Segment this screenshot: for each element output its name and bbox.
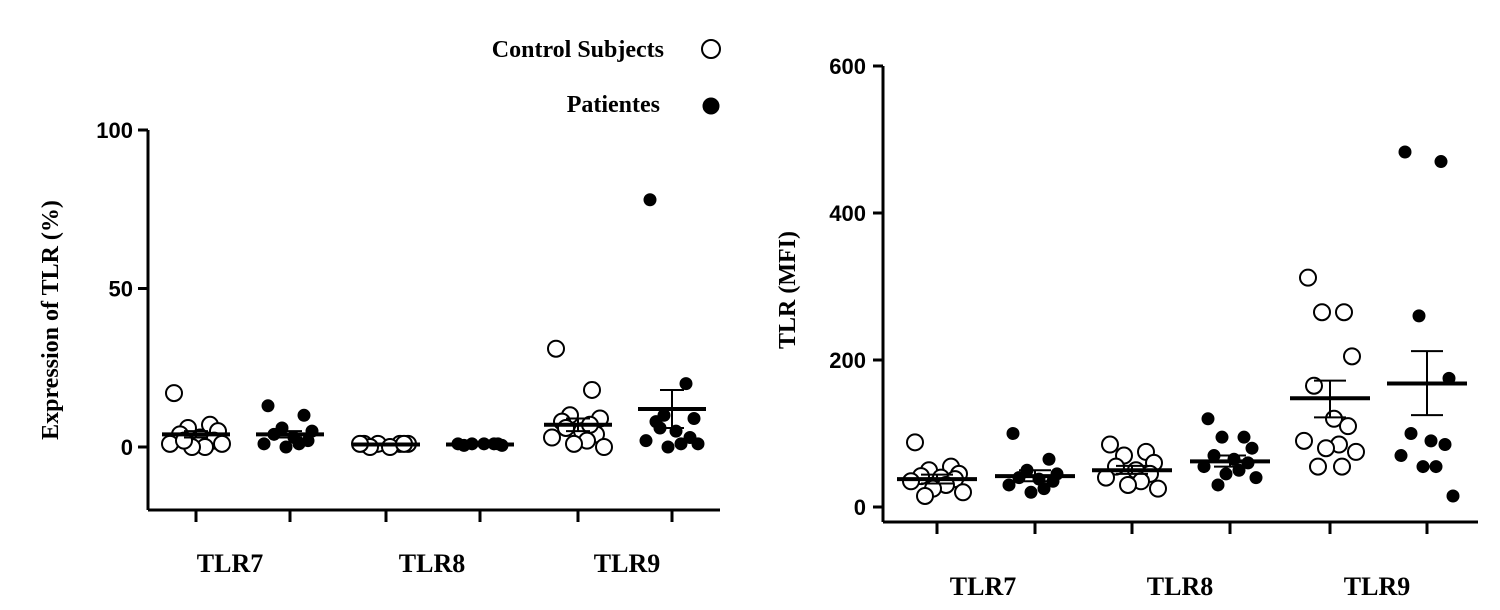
x-category-label: TLR9 (594, 549, 660, 578)
control-point (543, 428, 561, 447)
left-y-axis-label: Expression of TLR (%) (38, 200, 64, 440)
x-category-label: TLR8 (1147, 572, 1213, 601)
patient-point (1006, 427, 1020, 440)
control-point (1313, 303, 1331, 322)
legend: Control Subjects Patientes (492, 37, 721, 118)
control-point (213, 434, 231, 453)
patient-point (1237, 430, 1251, 444)
legend-label-control: Control Subjects (492, 37, 664, 63)
patient-point (1219, 467, 1233, 481)
patient-point (687, 411, 701, 425)
left-x-ticks: TLR7 TLR8 TLR9 (194, 510, 674, 578)
patient-point (257, 437, 271, 451)
control-point (1101, 435, 1119, 454)
legend-label-patientes: Patientes (567, 92, 660, 118)
patient-point (1416, 460, 1430, 474)
control-point (1299, 268, 1317, 287)
right-stats (897, 350, 1467, 485)
control-point (1347, 442, 1365, 461)
patient-point (691, 437, 705, 451)
control-point (1305, 376, 1323, 395)
patient-point (1412, 309, 1426, 323)
patient-point (1245, 441, 1259, 455)
left-points (161, 193, 705, 456)
patient-point (1024, 485, 1038, 499)
control-point (1309, 457, 1327, 476)
y-tick-label: 400 (829, 201, 866, 226)
patient-point (661, 440, 675, 454)
control-point (1343, 347, 1361, 366)
patient-point (1398, 145, 1412, 159)
control-point (1119, 475, 1137, 494)
patient-point (1424, 434, 1438, 448)
right-y-ticks: 0 200 400 600 (829, 54, 883, 520)
patient-point (261, 399, 275, 413)
patient-point (674, 437, 688, 451)
left-y-ticks: 0 50 100 (96, 118, 148, 460)
patient-point (1438, 438, 1452, 452)
y-tick-label: 200 (829, 348, 866, 373)
right-y-axis-label: TLR (MFI) (775, 231, 801, 349)
patient-point (1446, 489, 1460, 503)
patient-point (639, 434, 653, 448)
control-point (165, 384, 183, 403)
left-axes (146, 130, 720, 512)
control-point (547, 339, 565, 358)
control-point (902, 472, 920, 491)
x-category-label: TLR7 (950, 572, 1016, 601)
legend-marker-control (701, 39, 721, 59)
control-point (1333, 457, 1351, 476)
control-point (557, 418, 575, 437)
patient-point (292, 437, 306, 451)
patient-point (1215, 430, 1229, 444)
patient-point (1037, 482, 1051, 496)
control-point (583, 380, 601, 399)
control-point (906, 433, 924, 452)
y-tick-label: 100 (96, 118, 133, 143)
patient-point (279, 440, 293, 454)
patient-point (1434, 155, 1448, 169)
left-stats (162, 388, 706, 447)
patient-point (1404, 427, 1418, 440)
x-category-label: TLR8 (399, 549, 465, 578)
patient-point (1201, 412, 1215, 426)
patient-point (1211, 478, 1225, 492)
patient-point (643, 193, 657, 207)
right-x-ticks: TLR7 TLR8 TLR9 (935, 522, 1429, 601)
x-category-label: TLR9 (1344, 572, 1410, 601)
patient-point (1249, 471, 1263, 485)
patient-point (679, 377, 693, 391)
control-point (954, 483, 972, 502)
patient-point (297, 408, 311, 422)
control-point (1295, 431, 1313, 450)
patient-point (1002, 478, 1016, 492)
control-point (565, 434, 583, 453)
right-points (902, 145, 1460, 505)
chart-left-expression: 0 50 100 TLR7 TLR8 TLR9 Expression of TLR (%… (38, 118, 720, 578)
x-category-label: TLR7 (197, 549, 263, 578)
patient-point (1429, 460, 1443, 474)
control-point (595, 438, 613, 456)
y-tick-label: 50 (109, 277, 133, 302)
control-point (1335, 303, 1353, 322)
control-point (1317, 439, 1335, 458)
right-axes (881, 66, 1478, 524)
control-point (916, 486, 934, 505)
chart-right-mfi: 0 200 400 600 TLR7 TLR8 TLR9 TLR (MFI) (775, 54, 1478, 601)
patient-point (1042, 452, 1056, 466)
y-tick-label: 0 (121, 435, 133, 460)
legend-marker-patientes (702, 97, 720, 115)
control-point (1339, 417, 1357, 436)
control-point (1149, 479, 1167, 498)
y-tick-label: 600 (829, 54, 866, 79)
patient-point (1394, 449, 1408, 463)
y-tick-label: 0 (854, 495, 866, 520)
